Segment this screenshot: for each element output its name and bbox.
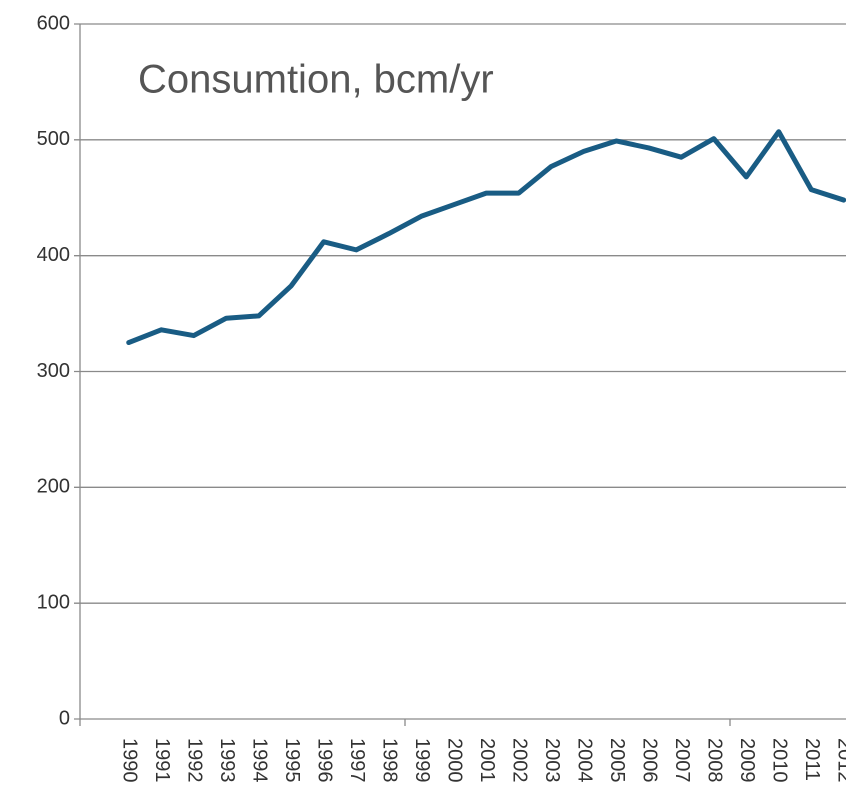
line-series — [126, 129, 846, 346]
y-tick-label: 600 — [37, 12, 70, 34]
x-tick-label: 2006 — [638, 738, 660, 783]
x-tick-label: 2008 — [703, 738, 725, 783]
y-tick-label: 400 — [37, 244, 70, 266]
x-tick-label: 1997 — [346, 738, 368, 783]
x-tick-label: 2010 — [768, 738, 790, 783]
x-tick-label: 1992 — [183, 738, 205, 783]
y-tick-label: 500 — [37, 128, 70, 150]
x-tick-label: 2003 — [541, 738, 563, 783]
x-tick-label: 1991 — [151, 738, 173, 783]
x-tick-label: 2005 — [606, 738, 628, 783]
x-tick-label: 2007 — [671, 738, 693, 783]
y-tick-label: 100 — [37, 591, 70, 613]
y-tick-label: 200 — [37, 476, 70, 498]
x-tick-label: 2012 — [833, 738, 846, 783]
x-tick-label: 2001 — [476, 738, 498, 783]
x-tick-label: 1990 — [118, 738, 140, 783]
x-tick-label: 1995 — [281, 738, 303, 783]
x-tick-label: 1993 — [216, 738, 238, 783]
x-tick-label: 2004 — [573, 738, 595, 783]
x-tick-label: 2009 — [736, 738, 758, 783]
x-tick-label: 1996 — [313, 738, 335, 783]
x-tick-label: 1998 — [378, 738, 400, 783]
x-tick-label: 1994 — [248, 738, 270, 783]
x-tick-label: 2000 — [443, 738, 465, 783]
y-tick-label: 0 — [59, 707, 70, 729]
chart-title: Consumtion, bcm/yr — [138, 58, 494, 102]
x-tick-label: 1999 — [411, 738, 433, 783]
y-tick-label: 300 — [37, 360, 70, 382]
x-tick-label: 2002 — [508, 738, 530, 783]
x-tick-label: 2011 — [801, 738, 823, 781]
